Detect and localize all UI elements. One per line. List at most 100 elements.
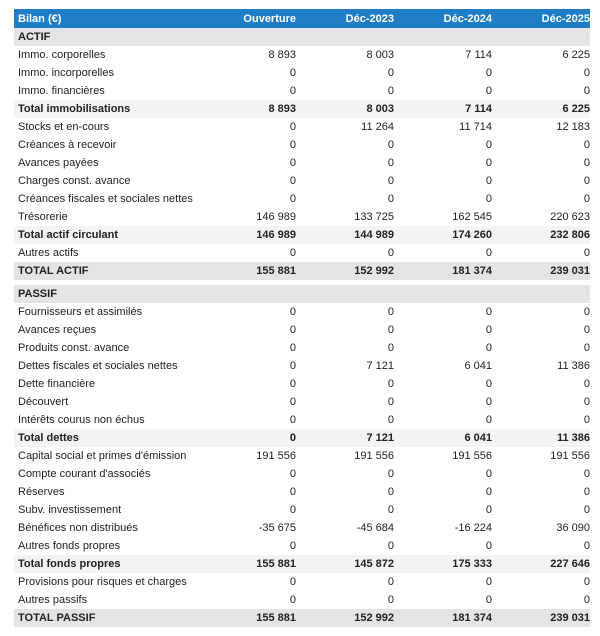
cell-value: 0 (387, 67, 394, 79)
cell-value: 155 881 (256, 265, 296, 277)
cell-value: 0 (289, 247, 296, 259)
cell-value: 0 (485, 378, 492, 390)
cell-value: -16 224 (454, 522, 492, 534)
cell-value: 0 (387, 85, 394, 97)
cell-value: 6 041 (464, 360, 492, 372)
table-row: Autres actifs 0 0 0 0 (14, 244, 590, 262)
cell-value: 191 556 (550, 450, 590, 462)
header-title: Bilan (€) (18, 12, 62, 25)
cell-value: 0 (387, 414, 394, 426)
cell-value: 0 (387, 157, 394, 169)
total-row: TOTAL PASSIF 155 881 152 992 181 374 239 031 (14, 609, 590, 627)
row-label: Subv. investissement (18, 504, 122, 516)
table-row: Subv. investissement 0 0 0 0 (14, 501, 590, 519)
cell-value: 145 872 (354, 558, 394, 570)
cell-value: 232 806 (550, 229, 590, 241)
cell-value: 0 (485, 85, 492, 97)
cell-value: 0 (583, 594, 590, 606)
cell-value: 0 (485, 306, 492, 318)
row-label: Dettes fiscales et sociales nettes (18, 360, 178, 372)
cell-value: 11 386 (557, 360, 590, 372)
cell-value: 174 260 (452, 229, 492, 241)
cell-value: 0 (289, 67, 296, 79)
cell-value: 0 (289, 432, 296, 444)
cell-value: 0 (485, 486, 492, 498)
row-label: Trésorerie (18, 211, 68, 223)
table-row: Produits const. avance 0 0 0 0 (14, 339, 590, 357)
section-header: ACTIF (14, 28, 590, 46)
table-row: Charges const. avance 0 0 0 0 (14, 172, 590, 190)
cell-value: 0 (289, 139, 296, 151)
cell-value: 0 (387, 540, 394, 552)
row-label: Provisions pour risques et charges (18, 576, 187, 588)
cell-value: 0 (583, 85, 590, 97)
table-row: Intérêts courus non échus 0 0 0 0 (14, 411, 590, 429)
cell-value: 6 225 (562, 103, 590, 115)
row-label: Stocks et en-cours (18, 121, 110, 133)
row-label: Dette financière (18, 378, 96, 390)
cell-value: 11 714 (459, 121, 492, 133)
cell-value: 7 121 (366, 432, 394, 444)
cell-value: 0 (387, 193, 394, 205)
row-label: Autres fonds propres (18, 540, 121, 552)
cell-value: 133 725 (354, 211, 394, 223)
cell-value: 0 (583, 378, 590, 390)
row-label: Immo. corporelles (18, 49, 106, 61)
table-row: Trésorerie 146 989 133 725 162 545 220 623 (14, 208, 590, 226)
column-header-ouverture: Ouverture (243, 12, 296, 25)
cell-value: 0 (289, 378, 296, 390)
total-row: Total fonds propres 155 881 145 872 175 333… (14, 555, 590, 573)
cell-value: 0 (289, 324, 296, 336)
cell-value: 0 (289, 396, 296, 408)
cell-value: 11 386 (556, 432, 590, 444)
cell-value: 7 114 (465, 49, 492, 61)
cell-value: 0 (485, 193, 492, 205)
cell-value: 0 (387, 378, 394, 390)
column-header-dec-2023: Déc-2023 (345, 12, 394, 25)
cell-value: 0 (583, 247, 590, 259)
cell-value: 0 (583, 396, 590, 408)
cell-value: 191 556 (452, 450, 492, 462)
column-header-dec-2024: Déc-2024 (443, 12, 492, 25)
cell-value: 0 (289, 342, 296, 354)
table-row: Autres fonds propres 0 0 0 0 (14, 537, 590, 555)
row-label: Total dettes (18, 432, 79, 444)
row-label: Réserves (18, 486, 65, 498)
table-row: Immo. incorporelles 0 0 0 0 (14, 64, 590, 82)
cell-value: 0 (485, 247, 492, 259)
cell-value: 0 (583, 157, 590, 169)
cell-value: 0 (289, 175, 296, 187)
cell-value: 0 (289, 486, 296, 498)
cell-value: 0 (289, 121, 296, 133)
row-label: Total immobilisations (18, 103, 131, 115)
table-header: Bilan (€) Ouverture Déc-2023 Déc-2024 Dé… (14, 9, 590, 28)
cell-value: -35 675 (258, 522, 296, 534)
cell-value: 0 (289, 157, 296, 169)
table-row: Découvert 0 0 0 0 (14, 393, 590, 411)
cell-value: 152 992 (354, 265, 394, 277)
cell-value: 0 (583, 540, 590, 552)
cell-value: 0 (485, 67, 492, 79)
table-row: Capital social et primes d'émission 191 5… (14, 447, 590, 465)
cell-value: 8 003 (366, 49, 394, 61)
cell-value: 8 893 (268, 49, 296, 61)
cell-value: 36 090 (556, 522, 590, 534)
cell-value: 6 225 (562, 49, 590, 61)
cell-value: 8 893 (268, 103, 296, 115)
total-row: Total dettes 0 7 121 6 041 11 386 (14, 429, 590, 447)
cell-value: 0 (485, 324, 492, 336)
cell-value: 0 (289, 576, 296, 588)
row-label: Charges const. avance (18, 175, 131, 187)
cell-value: 239 031 (550, 612, 590, 624)
row-label: Découvert (18, 396, 69, 408)
total-row: Total immobilisations 8 893 8 003 7 114 6 22… (14, 100, 590, 118)
cell-value: 12 183 (556, 121, 590, 133)
table-body: ACTIF Immo. corporelles 8 893 8 003 7 114 6 2… (14, 28, 590, 627)
total-row: Total actif circulant 146 989 144 989 174 2… (14, 226, 590, 244)
table-row: Créances à recevoir 0 0 0 0 (14, 136, 590, 154)
cell-value: 0 (485, 396, 492, 408)
row-label: Intérêts courus non échus (18, 414, 145, 426)
cell-value: 0 (387, 576, 394, 588)
cell-value: 0 (387, 594, 394, 606)
cell-value: 181 374 (452, 612, 492, 624)
